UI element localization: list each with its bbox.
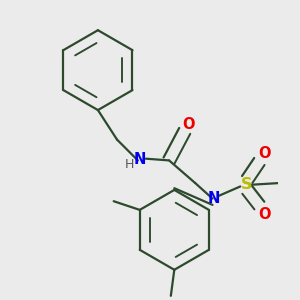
Text: N: N [207,191,220,206]
Text: N: N [134,152,146,167]
Text: S: S [241,177,252,192]
Text: O: O [258,146,271,161]
Text: O: O [258,207,271,222]
Text: H: H [124,158,134,171]
Text: O: O [183,117,195,132]
